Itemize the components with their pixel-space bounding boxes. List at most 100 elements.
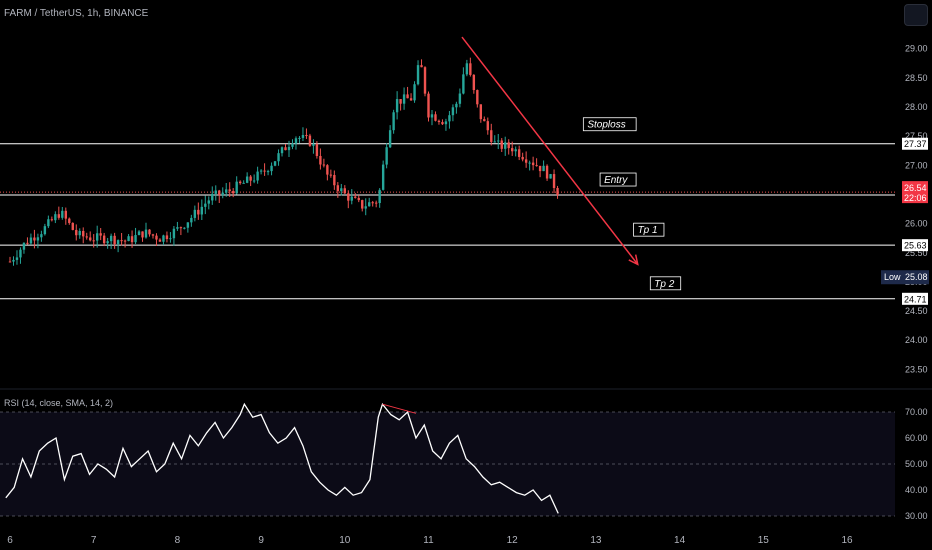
candle-body — [235, 181, 238, 194]
candle-body — [15, 257, 19, 260]
candle-body — [357, 197, 360, 201]
trend-arrow-head — [628, 254, 639, 266]
candle-body — [29, 237, 33, 244]
candle-body — [284, 147, 287, 151]
rsi-axis-tick: 50.00 — [905, 459, 928, 469]
price-axis-tick: 23.50 — [905, 364, 928, 374]
candle-body — [225, 189, 228, 193]
annotation-tp-1: Tp 1 — [638, 225, 658, 236]
candle-body — [89, 237, 92, 241]
candle-body — [12, 259, 15, 262]
candle-body — [64, 210, 67, 219]
candle-body — [361, 200, 364, 209]
candle-body — [511, 148, 514, 152]
time-axis-tick: 12 — [507, 535, 519, 546]
candle-body — [395, 99, 399, 113]
candle-body — [165, 235, 169, 239]
chart-settings-button[interactable] — [904, 4, 928, 26]
candle-body — [116, 240, 120, 245]
candle-body — [451, 107, 455, 116]
candle-body — [437, 120, 441, 123]
price-axis-tick: 27.00 — [905, 160, 928, 170]
candle-body — [109, 235, 113, 242]
time-axis-tick: 8 — [175, 535, 181, 546]
candle-body — [322, 164, 326, 166]
candle-body — [19, 249, 22, 258]
time-axis-tick: 9 — [258, 535, 264, 546]
candle-body — [134, 235, 137, 243]
price-axis-tick: 25.50 — [905, 248, 928, 258]
candle-body — [486, 121, 489, 131]
candle-body — [455, 103, 458, 108]
candle-body — [556, 187, 559, 195]
candle-body — [61, 210, 64, 218]
trend-arrow-line — [461, 36, 639, 265]
candle-body — [50, 219, 54, 221]
candle-body — [434, 114, 437, 121]
candle-body — [85, 236, 88, 238]
candle-body — [57, 214, 61, 218]
current-price-countdown: 22:06 — [904, 193, 927, 203]
rsi-title: RSI (14, close, SMA, 14, 2) — [4, 398, 114, 408]
candle-body — [368, 202, 371, 207]
candle-body — [469, 63, 472, 75]
candle-body — [483, 119, 486, 122]
candle-body — [444, 121, 448, 125]
candle-body — [162, 235, 165, 242]
candle-body — [95, 233, 99, 241]
candle-body — [207, 200, 210, 204]
candle-body — [385, 147, 388, 165]
low-tag-box — [881, 270, 929, 285]
candle-body — [151, 234, 155, 236]
candle-body — [399, 99, 402, 104]
candle-body — [347, 193, 350, 201]
candle-body — [301, 135, 305, 138]
candle-body — [238, 181, 242, 184]
low-tag-value: 25.08 — [905, 272, 928, 282]
candle-body — [232, 191, 235, 194]
chart-title: FARM / TetherUS, 1h, BINANCE — [4, 8, 149, 19]
candle-body — [545, 165, 549, 179]
candle-body — [221, 192, 224, 196]
candle-body — [169, 238, 172, 240]
candle-body — [329, 174, 333, 176]
candle-body — [190, 217, 193, 223]
candle-body — [36, 237, 40, 241]
rsi-line — [5, 402, 559, 514]
candle-body — [211, 193, 214, 201]
candle-body — [33, 237, 36, 241]
candle-body — [497, 140, 500, 142]
low-tag-label: Low — [884, 272, 901, 282]
price-axis-tick: 28.50 — [905, 73, 928, 83]
candle-body — [193, 209, 197, 218]
candle-body — [113, 235, 116, 245]
candle-body — [78, 230, 81, 236]
price-axis-tick: 24.50 — [905, 306, 928, 316]
candle-body — [172, 228, 176, 239]
annotation-stoploss: Stoploss — [587, 120, 625, 131]
time-axis-tick: 7 — [91, 535, 97, 546]
price-axis-tick: 28.00 — [905, 102, 928, 112]
candle-body — [92, 240, 95, 242]
candle-body — [427, 93, 430, 118]
candle-body — [141, 231, 144, 238]
candle-body — [137, 231, 141, 236]
level-tag-box — [902, 239, 928, 252]
rsi-axis-tick: 70.00 — [905, 407, 928, 417]
candle-body — [531, 162, 535, 166]
candle-body — [127, 236, 130, 242]
candle-body — [280, 147, 284, 154]
candle-body — [120, 240, 123, 242]
candle-body — [99, 233, 102, 236]
candle-body — [54, 214, 57, 221]
candle-body — [378, 189, 381, 204]
time-axis-tick: 13 — [590, 535, 602, 546]
annotation-tp-2: Tp 2 — [654, 279, 674, 290]
price-axis-tick: 26.00 — [905, 219, 928, 229]
candle-body — [462, 74, 465, 94]
candle-body — [102, 235, 106, 244]
candle-body — [465, 63, 469, 75]
candle-body — [183, 227, 186, 229]
candle-body — [430, 114, 434, 118]
